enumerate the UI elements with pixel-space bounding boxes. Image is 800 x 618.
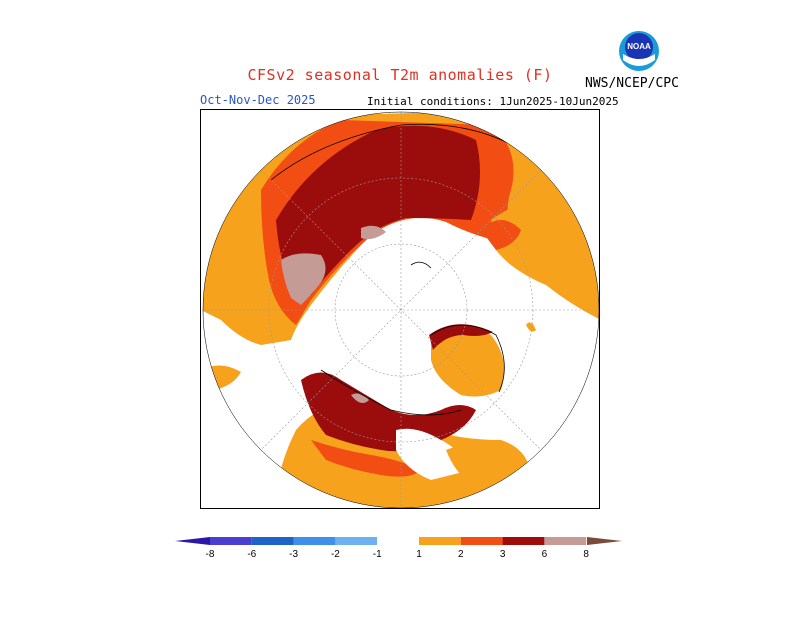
colorbar-swatch <box>377 537 419 545</box>
anomaly-greenland-redrim <box>429 324 493 350</box>
colorbar-cap-high <box>587 537 622 545</box>
initial-conditions-label: Initial conditions: 1Jun2025-10Jun2025 <box>367 95 619 108</box>
noaa-logo-icon: NOAA <box>619 31 659 71</box>
colorbar-tick-label: 1 <box>416 549 422 560</box>
colorbar-cap-low <box>175 537 210 545</box>
map-frame <box>200 109 600 509</box>
colorbar-swatch <box>210 537 252 545</box>
colorbar-swatch <box>544 537 587 545</box>
anomaly-eurasia-darkred <box>276 125 480 295</box>
anomaly-namerica-redorange <box>311 440 421 477</box>
colorbar-tick-label: 8 <box>583 549 589 560</box>
colorbar-swatch <box>251 537 294 545</box>
colorbar-tick-label: -8 <box>206 549 215 560</box>
colorbar-tick-label: -1 <box>373 549 382 560</box>
colorbar-swatch <box>335 537 378 545</box>
anomaly-siberia-pinkgray <box>281 253 326 305</box>
colorbar-tick-label: 2 <box>458 549 464 560</box>
colorbar-swatch <box>460 537 503 545</box>
anomaly-namerica-darkred <box>301 372 476 452</box>
colorbar-tick-label: -3 <box>289 549 298 560</box>
coastlines <box>270 123 522 416</box>
colorbar-tick-label: 6 <box>542 549 548 560</box>
colorbar: -8 -6 -3 -2 -1 1 2 3 6 8 <box>175 537 622 560</box>
period-label: Oct-Nov-Dec 2025 <box>200 93 316 107</box>
colorbar-labels: -8 -6 -3 -2 -1 1 2 3 6 8 <box>206 549 590 560</box>
chart-title: CFSv2 seasonal T2m anomalies (F) <box>247 66 553 84</box>
colorbar-swatch <box>419 537 461 545</box>
colorbar-swatches <box>210 537 587 545</box>
graticule <box>203 112 599 508</box>
colorbar-swatch <box>293 537 336 545</box>
colorbar-swatch <box>502 537 545 545</box>
anomaly-greenland-orange <box>431 328 505 397</box>
logo-text: NOAA <box>627 42 651 51</box>
organization-label: NWS/NCEP/CPC <box>585 76 679 91</box>
polar-map <box>202 111 600 509</box>
colorbar-tick-label: 3 <box>500 549 506 560</box>
colorbar-tick-label: -6 <box>247 549 256 560</box>
colorbar-tick-label: -2 <box>331 549 340 560</box>
